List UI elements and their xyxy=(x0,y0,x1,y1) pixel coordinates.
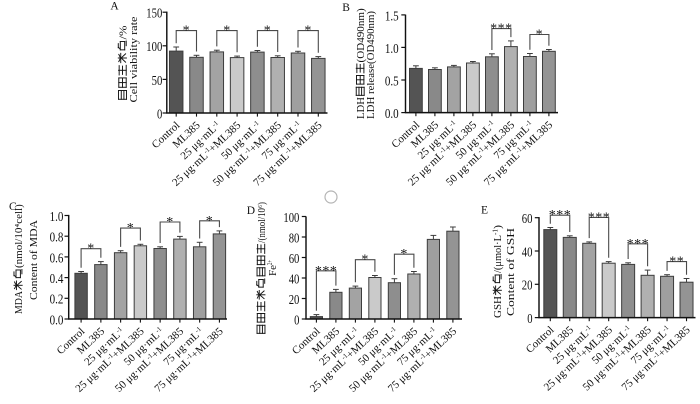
svg-text:*: * xyxy=(400,247,408,262)
svg-text:***: *** xyxy=(588,210,611,225)
svg-text:100: 100 xyxy=(146,39,162,54)
svg-text:80: 80 xyxy=(289,230,300,245)
svg-text:40: 40 xyxy=(289,271,300,286)
svg-text:MDA: MDA xyxy=(13,291,25,314)
svg-text:***: *** xyxy=(315,264,338,279)
svg-text:0.6: 0.6 xyxy=(50,250,64,265)
svg-text:***: *** xyxy=(549,208,572,223)
svg-text:40: 40 xyxy=(522,244,533,259)
svg-text:20: 20 xyxy=(522,278,533,293)
svg-text:(nmol/10⁴cell): (nmol/10⁴cell) xyxy=(13,204,25,268)
svg-text:-1​: -1​ xyxy=(493,229,500,235)
svg-text:***: *** xyxy=(490,22,513,37)
svg-text:/(nmol/10⁶): /(nmol/10⁶) xyxy=(256,202,268,243)
svg-text:E: E xyxy=(481,205,488,217)
svg-text:*: * xyxy=(361,253,369,268)
svg-text:0: 0 xyxy=(527,311,532,326)
svg-text:60: 60 xyxy=(522,211,533,226)
svg-text:*: * xyxy=(536,28,544,43)
svg-text:0.2: 0.2 xyxy=(50,292,64,307)
svg-text:Fe: Fe xyxy=(267,265,279,276)
svg-text:1.0: 1.0 xyxy=(50,209,64,224)
svg-text:0.5: 0.5 xyxy=(385,73,399,88)
svg-text:0.0: 0.0 xyxy=(50,312,64,327)
svg-text:100: 100 xyxy=(283,210,299,225)
svg-text:0.8: 0.8 xyxy=(50,230,64,245)
svg-text:C: C xyxy=(9,201,17,213)
svg-text:Content of GSH: Content of GSH xyxy=(505,228,517,316)
svg-text:Content of MDA: Content of MDA xyxy=(28,220,40,300)
svg-text:0: 0 xyxy=(157,106,162,121)
svg-text:): ) xyxy=(492,225,504,229)
svg-text:0.4: 0.4 xyxy=(50,271,64,286)
svg-text:B: B xyxy=(342,2,350,14)
svg-text:(OD490nm): (OD490nm) xyxy=(355,8,367,63)
svg-text:LDH release(OD490nm): LDH release(OD490nm) xyxy=(365,11,377,119)
svg-text:2+​: 2+​ xyxy=(267,260,274,265)
svg-text:*: * xyxy=(127,221,135,236)
svg-text:*: * xyxy=(206,214,214,229)
svg-text:50: 50 xyxy=(152,73,163,88)
svg-text:LDH: LDH xyxy=(355,97,367,119)
svg-text:***: *** xyxy=(627,237,650,252)
svg-text:/(μmol·L: /(μmol·L xyxy=(492,235,504,273)
svg-text:*: * xyxy=(183,24,191,39)
svg-text:60: 60 xyxy=(289,251,300,266)
svg-text:*: * xyxy=(223,24,231,39)
svg-text:1.5: 1.5 xyxy=(385,8,399,23)
svg-text:*: * xyxy=(166,215,174,230)
svg-text:*: * xyxy=(87,242,95,257)
svg-text:A: A xyxy=(110,1,119,13)
svg-text:/%: /% xyxy=(117,26,129,40)
svg-text:Cell viability rate: Cell viability rate xyxy=(128,16,140,102)
svg-text:20: 20 xyxy=(289,292,300,307)
svg-text:**: ** xyxy=(669,255,684,270)
svg-text:150: 150 xyxy=(146,6,162,21)
svg-text:*: * xyxy=(304,24,312,39)
svg-text:D: D xyxy=(247,205,255,217)
svg-text:0.0: 0.0 xyxy=(385,106,399,121)
svg-text:GSH: GSH xyxy=(492,296,504,318)
svg-text:0: 0 xyxy=(294,312,299,327)
svg-text:1.0: 1.0 xyxy=(385,41,399,56)
svg-text:*: * xyxy=(264,24,272,39)
